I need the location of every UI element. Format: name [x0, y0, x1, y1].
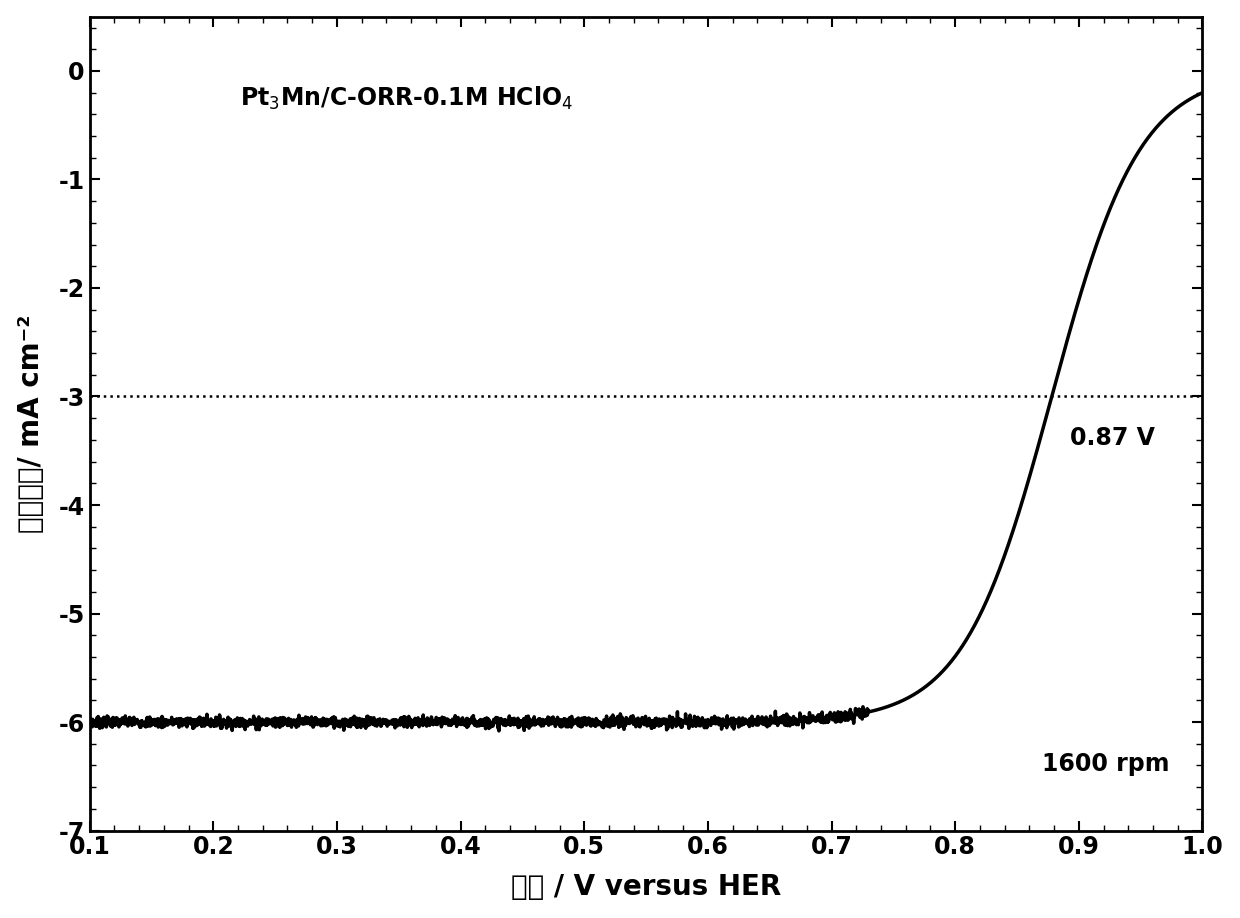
Text: Pt$_3$Mn/C-ORR-0.1M HClO$_4$: Pt$_3$Mn/C-ORR-0.1M HClO$_4$ [239, 85, 573, 112]
Y-axis label: 电流密度/ mA cm⁻²: 电流密度/ mA cm⁻² [16, 315, 45, 532]
Text: 1600 rpm: 1600 rpm [1042, 752, 1169, 776]
X-axis label: 电位 / V versus HER: 电位 / V versus HER [511, 873, 781, 901]
Text: 0.87 V: 0.87 V [1070, 426, 1154, 451]
